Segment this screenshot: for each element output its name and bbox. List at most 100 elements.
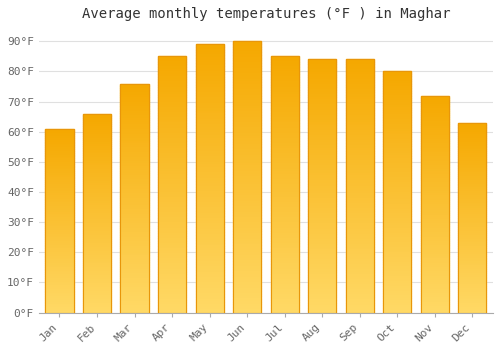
Bar <box>83 283 111 285</box>
Bar <box>270 85 299 87</box>
Bar <box>233 210 261 212</box>
Bar <box>120 256 148 258</box>
Bar <box>196 296 224 299</box>
Bar <box>158 100 186 103</box>
Bar <box>421 230 449 232</box>
Bar <box>196 144 224 146</box>
Bar <box>346 209 374 211</box>
Bar <box>120 299 148 301</box>
Bar <box>346 123 374 125</box>
Bar <box>233 307 261 310</box>
Bar <box>158 305 186 308</box>
Bar <box>46 176 74 178</box>
Bar <box>421 98 449 100</box>
Bar <box>233 69 261 71</box>
Bar <box>233 158 261 161</box>
Bar <box>83 209 111 211</box>
Bar <box>458 163 486 164</box>
Bar <box>458 151 486 153</box>
Bar <box>383 195 412 197</box>
Title: Average monthly temperatures (°F ) in Maghar: Average monthly temperatures (°F ) in Ma… <box>82 7 450 21</box>
Bar <box>46 285 74 287</box>
Bar <box>196 227 224 230</box>
Bar <box>83 172 111 173</box>
Bar <box>233 41 261 313</box>
Bar <box>383 264 412 267</box>
Bar <box>158 66 186 69</box>
Bar <box>46 274 74 276</box>
Bar <box>158 287 186 289</box>
Bar <box>308 107 336 110</box>
Bar <box>421 156 449 159</box>
Bar <box>158 200 186 202</box>
Bar <box>196 251 224 254</box>
Bar <box>270 244 299 246</box>
Bar <box>270 116 299 118</box>
Bar <box>46 129 74 313</box>
Bar <box>270 136 299 138</box>
Bar <box>308 226 336 229</box>
Bar <box>120 130 148 132</box>
Bar <box>383 149 412 151</box>
Bar <box>308 103 336 105</box>
Bar <box>158 164 186 167</box>
Bar <box>83 301 111 303</box>
Bar <box>46 245 74 246</box>
Bar <box>46 188 74 189</box>
Bar <box>120 239 148 241</box>
Bar <box>158 74 186 77</box>
Bar <box>458 276 486 279</box>
Bar <box>120 88 148 90</box>
Bar <box>270 238 299 241</box>
Bar <box>458 208 486 210</box>
Bar <box>158 264 186 266</box>
Bar <box>308 178 336 181</box>
Bar <box>270 213 299 215</box>
Bar <box>421 100 449 102</box>
Bar <box>308 295 336 298</box>
Bar <box>46 197 74 199</box>
Bar <box>158 285 186 287</box>
Bar <box>308 239 336 242</box>
Bar <box>458 142 486 143</box>
Bar <box>346 60 374 313</box>
Bar <box>421 202 449 204</box>
Bar <box>383 197 412 199</box>
Bar <box>120 152 148 155</box>
Bar <box>346 92 374 95</box>
Bar <box>383 144 412 146</box>
Bar <box>120 122 148 125</box>
Bar <box>46 289 74 290</box>
Bar <box>458 219 486 222</box>
Bar <box>46 144 74 145</box>
Bar <box>458 235 486 237</box>
Bar <box>196 184 224 187</box>
Bar <box>458 265 486 267</box>
Bar <box>346 290 374 292</box>
Bar <box>346 201 374 204</box>
Bar <box>458 303 486 305</box>
Bar <box>120 285 148 287</box>
Bar <box>346 150 374 153</box>
Bar <box>383 84 412 86</box>
Bar <box>233 286 261 288</box>
Bar <box>270 141 299 144</box>
Bar <box>196 224 224 227</box>
Bar <box>46 173 74 175</box>
Bar <box>83 175 111 177</box>
Bar <box>346 77 374 80</box>
Bar <box>196 304 224 307</box>
Bar <box>458 187 486 189</box>
Bar <box>421 139 449 141</box>
Bar <box>46 149 74 151</box>
Bar <box>120 180 148 182</box>
Bar <box>383 170 412 173</box>
Bar <box>83 181 111 183</box>
Bar <box>196 238 224 240</box>
Bar <box>346 262 374 265</box>
Bar <box>383 158 412 161</box>
Bar <box>46 298 74 300</box>
Bar <box>421 148 449 150</box>
Bar <box>458 244 486 246</box>
Bar <box>458 288 486 290</box>
